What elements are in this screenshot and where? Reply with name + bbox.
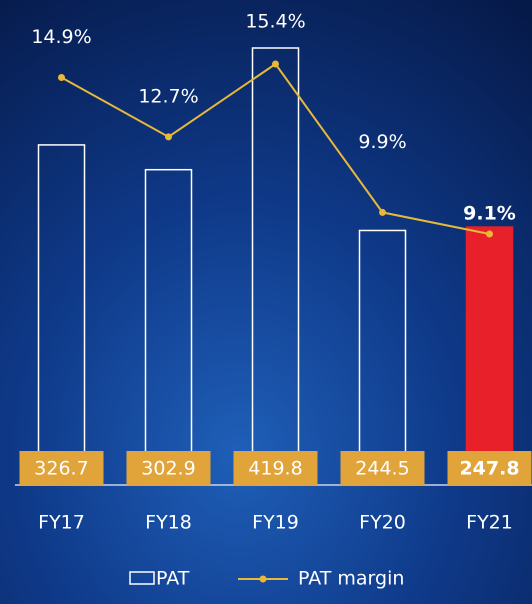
margin-label: 12.7% xyxy=(138,85,198,107)
margin-point xyxy=(58,73,65,81)
margin-label: 15.4% xyxy=(245,11,305,33)
value-label-box xyxy=(19,451,104,486)
margin-point xyxy=(165,133,172,141)
value-label: 247.8 xyxy=(459,458,519,480)
margin-point xyxy=(272,60,279,68)
margin-label: 9.1% xyxy=(463,203,516,225)
margin-label: 14.9% xyxy=(31,26,91,48)
legend-swatch-point xyxy=(259,575,267,583)
margin-label: 9.9% xyxy=(358,131,406,153)
x-tick-label: FY18 xyxy=(145,512,192,534)
bar xyxy=(465,226,514,486)
x-tick-label: FY21 xyxy=(466,512,513,534)
margin-point xyxy=(379,208,386,216)
value-label: 419.8 xyxy=(248,458,302,480)
value-label: 326.7 xyxy=(34,458,88,480)
x-tick-label: FY20 xyxy=(359,512,406,534)
value-label-box xyxy=(126,451,211,486)
margin-point xyxy=(486,230,493,238)
legend-label: PAT xyxy=(156,568,190,590)
value-label: 244.5 xyxy=(355,458,409,480)
value-label: 302.9 xyxy=(141,458,195,480)
x-tick-label: FY19 xyxy=(252,512,299,534)
legend-label: PAT margin xyxy=(298,568,404,590)
value-label-box xyxy=(340,451,425,486)
value-label-box xyxy=(447,451,532,486)
x-tick-label: FY17 xyxy=(38,512,85,534)
value-label-box xyxy=(233,451,318,486)
legend-swatch-pat xyxy=(129,571,155,585)
